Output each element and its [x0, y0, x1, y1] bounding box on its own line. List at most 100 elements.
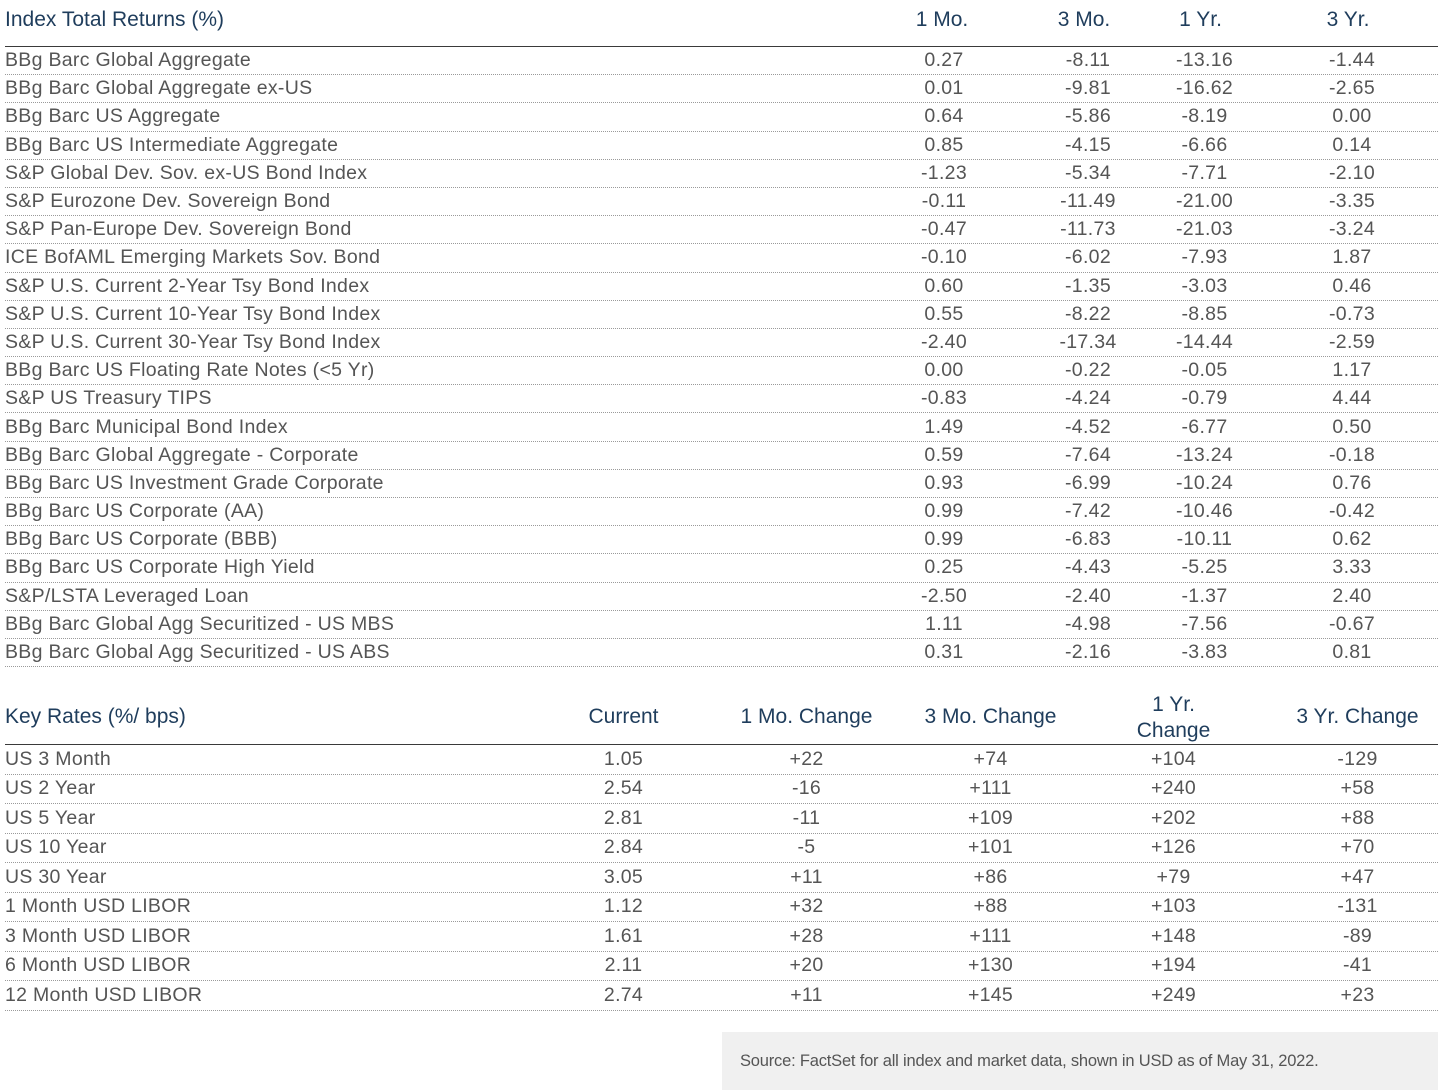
value-cell: 0.62 [1332, 528, 1372, 551]
value-cell: 0.76 [1332, 471, 1372, 494]
row-label: 1 Month USD LIBOR [5, 895, 192, 918]
row-label: BBg Barc Global Aggregate ex-US [5, 77, 313, 100]
value-cell: 3.33 [1332, 556, 1372, 579]
value-cell: +194 [1150, 954, 1197, 977]
value-cell: -6.99 [1065, 471, 1111, 494]
returns-row: BBg Barc US Corporate High Yield 0.25 -4.4… [5, 554, 1438, 583]
value-cell: -6.83 [1065, 528, 1111, 551]
returns-row: BBg Barc US Corporate (BBB) 0.99 -6.83 -10.… [5, 526, 1438, 555]
value-cell: -0.10 [921, 246, 967, 269]
col-header-3mo-change: 3 Mo. Change [924, 705, 1057, 728]
value-cell: 2.11 [604, 954, 643, 977]
returns-header-row: Index Total Returns (%) 1 Mo. 3 Mo. 1 Yr… [5, 0, 1438, 47]
returns-row: S&P US Treasury TIPS -0.83 -4.24 -0.79 4.44 [5, 385, 1438, 414]
value-cell: -4.43 [1065, 556, 1111, 579]
rates-header-row: Key Rates (%/ bps) Current 1 Mo. Change … [5, 690, 1438, 745]
value-cell: +111 [969, 777, 1012, 800]
value-cell: -0.73 [1329, 302, 1375, 325]
value-cell: -7.93 [1181, 246, 1228, 269]
value-cell: +23 [1340, 983, 1375, 1006]
value-cell: -11.73 [1060, 218, 1116, 241]
value-cell: +32 [789, 895, 824, 918]
value-cell: -5 [797, 836, 816, 859]
value-cell: -16 [791, 777, 822, 800]
row-label: S&P U.S. Current 10-Year Tsy Bond Index [5, 302, 381, 325]
rates-row: US 5 Year 2.81 -11 +109 +202 +88 [5, 804, 1438, 834]
returns-row: BBg Barc US Floating Rate Notes (<5 Yr) 0… [5, 357, 1438, 386]
value-cell: -0.05 [1181, 359, 1228, 382]
row-label: US 2 Year [5, 777, 96, 800]
value-cell: -2.65 [1329, 77, 1375, 100]
row-label: S&P/LSTA Leveraged Loan [5, 584, 249, 607]
row-label: S&P U.S. Current 30-Year Tsy Bond Index [5, 330, 381, 353]
col-header-1yr-change: 1 Yr. Change [1070, 690, 1277, 744]
value-cell: 2.54 [603, 777, 644, 800]
value-cell: -3.83 [1181, 641, 1228, 664]
col-header-current: Current [588, 705, 659, 728]
value-cell: -7.42 [1065, 500, 1111, 523]
value-cell: -8.11 [1065, 49, 1111, 72]
rates-row: US 10 Year 2.84 -5 +101 +126 +70 [5, 834, 1438, 863]
value-cell: -41 [1342, 954, 1373, 977]
row-label: BBg Barc Global Agg Securitized - US MBS [5, 612, 395, 635]
returns-row: S&P U.S. Current 10-Year Tsy Bond Index 0… [5, 301, 1438, 329]
value-cell: +79 [1156, 865, 1191, 888]
col-header-1mo: 1 Mo. [915, 8, 969, 31]
value-cell: 0.27 [924, 49, 964, 72]
rates-row: 12 Month USD LIBOR 2.74 +11 +145 +249 +23 [5, 981, 1438, 1011]
col-header-1yr-change-line1: 1 Yr. [1152, 693, 1195, 716]
source-note: Source: FactSet for all index and market… [722, 1032, 1438, 1090]
value-cell: -3.35 [1329, 190, 1375, 213]
value-cell: -89 [1342, 924, 1373, 947]
row-label: S&P US Treasury TIPS [5, 387, 212, 410]
value-cell: 1.17 [1332, 359, 1372, 382]
value-cell: -0.79 [1181, 387, 1228, 410]
value-cell: -5.34 [1065, 161, 1111, 184]
returns-row: S&P U.S. Current 30-Year Tsy Bond Index -… [5, 329, 1438, 358]
returns-row: ICE BofAML Emerging Markets Sov. Bond -0.… [5, 244, 1438, 273]
row-label: BBg Barc Municipal Bond Index [5, 415, 288, 438]
returns-row: BBg Barc US Intermediate Aggregate 0.85 -4… [5, 132, 1438, 160]
value-cell: 0.64 [924, 105, 964, 128]
row-label: ICE BofAML Emerging Markets Sov. Bond [5, 246, 381, 269]
value-cell: -0.67 [1329, 612, 1375, 635]
value-cell: 0.00 [1332, 105, 1372, 128]
value-cell: -10.11 [1176, 528, 1233, 551]
row-label: BBg Barc Global Aggregate - Corporate [5, 443, 359, 466]
rates-body: US 3 Month 1.05 +22 +74 +104 -129 US 2 Year 2.5… [5, 745, 1438, 1011]
value-cell: +103 [1150, 895, 1197, 918]
value-cell: -6.66 [1181, 133, 1228, 156]
returns-row: BBg Barc Global Aggregate - Corporate 0.5… [5, 442, 1438, 470]
col-header-3mo: 3 Mo. [1057, 8, 1111, 31]
col-header-1mo-change: 1 Mo. Change [740, 705, 873, 728]
value-cell: -1.23 [921, 161, 967, 184]
value-cell: -131 [1337, 895, 1378, 918]
rates-row: US 30 Year 3.05 +11 +86 +79 +47 [5, 863, 1438, 893]
value-cell: +88 [1340, 806, 1375, 829]
index-returns-table: Index Total Returns (%) 1 Mo. 3 Mo. 1 Yr… [5, 0, 1438, 668]
value-cell: 0.14 [1332, 133, 1372, 156]
row-label: 12 Month USD LIBOR [5, 983, 203, 1006]
rates-row: 3 Month USD LIBOR 1.61 +28 +111 +148 -89 [5, 922, 1438, 952]
value-cell: -0.42 [1329, 500, 1375, 523]
row-label: US 5 Year [5, 806, 96, 829]
col-header-1yr: 1 Yr. [1179, 8, 1222, 31]
value-cell: -10.46 [1175, 500, 1234, 523]
returns-row: S&P Pan-Europe Dev. Sovereign Bond -0.47 -… [5, 216, 1438, 245]
value-cell: +11 [790, 983, 823, 1006]
value-cell: -3.03 [1181, 274, 1228, 297]
returns-row: BBg Barc US Investment Grade Corporate 0.… [5, 470, 1438, 498]
row-label: BBg Barc Global Agg Securitized - US ABS [5, 641, 390, 664]
value-cell: 0.46 [1332, 274, 1372, 297]
rates-row: 1 Month USD LIBOR 1.12 +32 +88 +103 -131 [5, 893, 1438, 922]
value-cell: 0.01 [924, 77, 964, 100]
value-cell: -17.34 [1059, 330, 1117, 353]
returns-row: BBg Barc Municipal Bond Index 1.49 -4.52 -6… [5, 413, 1438, 442]
value-cell: +86 [973, 865, 1008, 888]
value-cell: -7.71 [1181, 161, 1228, 184]
value-cell: -2.40 [1065, 584, 1111, 607]
value-cell: -8.19 [1181, 105, 1228, 128]
value-cell: -4.52 [1065, 415, 1111, 438]
value-cell: +249 [1150, 983, 1197, 1006]
value-cell: 0.55 [924, 302, 964, 325]
